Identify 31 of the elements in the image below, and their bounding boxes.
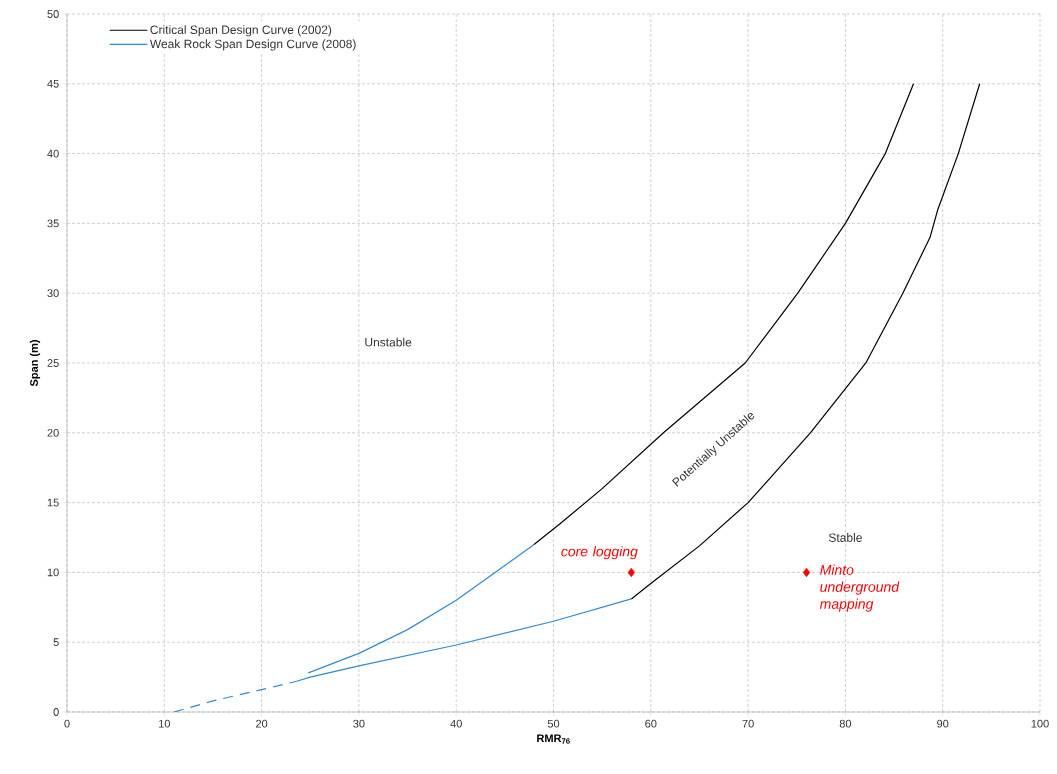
- y-tick-label: 0: [53, 708, 59, 716]
- y-tick-label: 45: [47, 79, 59, 88]
- legend-label: Critical Span Design Curve (2002): [150, 25, 332, 37]
- annotation: Minto underground mapping: [819, 564, 900, 612]
- annotation: core logging: [561, 546, 638, 560]
- y-tick-label: 10: [47, 568, 59, 577]
- y-tick-label: 40: [47, 149, 59, 158]
- x-tick-label: 90: [937, 719, 949, 728]
- y-tick-label: 50: [47, 10, 59, 18]
- y-tick-label: 20: [47, 428, 59, 437]
- y-tick-label: 30: [47, 289, 59, 298]
- x-tick-label: 50: [547, 719, 560, 728]
- x-axis-title: RMR$_{76}$: [537, 734, 570, 744]
- x-tick-label: 20: [256, 719, 268, 728]
- x-tick-label: 100: [1031, 719, 1049, 728]
- annotation: Stable: [828, 533, 862, 542]
- x-tick-label: 40: [450, 719, 462, 728]
- annotation: Unstable: [365, 337, 412, 347]
- y-tick-label: 25: [47, 359, 59, 367]
- x-tick-label: 80: [839, 719, 852, 728]
- x-tick-label: 30: [353, 719, 365, 728]
- line-series: [307, 543, 535, 674]
- x-tick-label: 10: [159, 719, 170, 728]
- y-tick-label: 15: [47, 498, 59, 507]
- y-tick-label: 35: [47, 219, 59, 228]
- y-tick-label: 5: [53, 638, 59, 647]
- y-axis-title: Span (m): [29, 340, 41, 387]
- x-tick-label: 0: [64, 719, 70, 728]
- legend-label: Weak Rock Span Design Curve (2008): [149, 39, 356, 51]
- x-tick-label: 70: [742, 719, 754, 728]
- x-tick-label: 60: [645, 719, 657, 728]
